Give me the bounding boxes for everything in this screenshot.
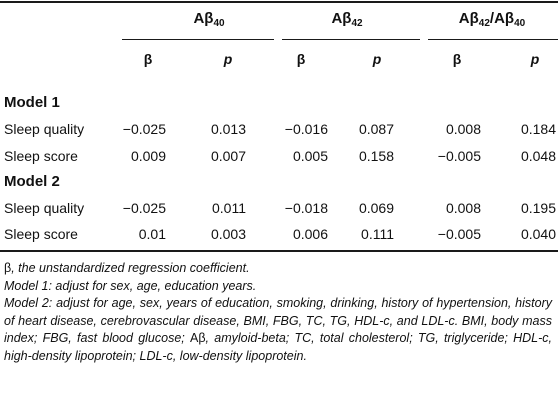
beta-header-1: β <box>143 51 153 67</box>
cell-beta-abeta42: 0.006 <box>292 226 328 242</box>
cell-beta-abeta42: −0.016 <box>284 121 328 137</box>
row-label: Sleep quality <box>4 200 85 216</box>
beta-header-3: β <box>452 51 462 67</box>
cell-beta-abeta42: −0.018 <box>284 200 328 216</box>
cell-beta-ratio: 0.008 <box>445 200 481 216</box>
row-label: Sleep score <box>4 226 78 242</box>
cell-p-ratio: 0.048 <box>520 148 556 164</box>
p-header-2: p <box>372 51 382 67</box>
header-abeta42-over-abeta40: Aβ42/Aβ40 <box>458 10 526 29</box>
table-bottom-rule <box>0 250 558 252</box>
table-footnotes: β, the unstandardized regression coeffic… <box>4 260 552 365</box>
beta-header-2: β <box>296 51 306 67</box>
table-row-model1-sleep-score: Sleep score 0.009 0.007 0.005 0.158 −0.0… <box>4 145 558 169</box>
footnote-model-2: Model 2: adjust for age, sex, years of e… <box>4 296 553 363</box>
cell-p-abeta40: 0.003 <box>210 226 246 242</box>
cell-p-abeta40: 0.007 <box>210 148 246 164</box>
cell-beta-abeta40: −0.025 <box>122 121 166 137</box>
table-row-model2-sleep-quality: Sleep quality −0.025 0.011 −0.018 0.069 … <box>4 197 558 221</box>
cell-beta-abeta40: −0.025 <box>122 200 166 216</box>
cell-p-ratio: 0.040 <box>520 226 556 242</box>
row-label: Model 2 <box>4 173 60 190</box>
row-label: Sleep quality <box>4 121 85 137</box>
header-underline-abeta42 <box>282 39 420 40</box>
p-header-3: p <box>530 51 540 67</box>
table-row-model-1: Model 1 <box>4 91 558 115</box>
cell-beta-ratio: 0.008 <box>445 121 481 137</box>
cell-p-abeta40: 0.013 <box>210 121 246 137</box>
cell-p-ratio: 0.195 <box>520 200 556 216</box>
table-row-model1-sleep-quality: Sleep quality −0.025 0.013 −0.016 0.087 … <box>4 118 558 142</box>
footnote-model-1: Model 1: adjust for sex, age, education … <box>4 278 257 293</box>
cell-beta-ratio: −0.005 <box>437 148 481 164</box>
header-underline-abeta40 <box>122 39 274 40</box>
footnote-beta: β, the unstandardized regression coeffic… <box>4 261 250 275</box>
cell-p-abeta42: 0.111 <box>361 226 394 242</box>
cell-beta-ratio: −0.005 <box>437 226 481 242</box>
cell-beta-abeta42: 0.005 <box>292 148 328 164</box>
cell-p-abeta42: 0.158 <box>358 148 394 164</box>
cell-p-abeta42: 0.069 <box>358 200 394 216</box>
table-row-model2-sleep-score: Sleep score 0.01 0.003 0.006 0.111 −0.00… <box>4 223 558 247</box>
table-top-rule <box>0 1 558 3</box>
cell-beta-abeta40: 0.009 <box>130 148 166 164</box>
cell-p-ratio: 0.184 <box>520 121 556 137</box>
header-underline-ratio <box>428 39 558 40</box>
cell-p-abeta42: 0.087 <box>358 121 394 137</box>
header-abeta42: Aβ42 <box>331 10 363 29</box>
cell-p-abeta40: 0.011 <box>212 200 246 216</box>
header-abeta40: Aβ40 <box>193 10 225 29</box>
table-row-model-2: Model 2 <box>4 170 558 194</box>
cell-beta-abeta40: 0.01 <box>138 226 166 242</box>
row-label: Model 1 <box>4 94 60 111</box>
p-header-1: p <box>223 51 233 67</box>
row-label: Sleep score <box>4 148 78 164</box>
